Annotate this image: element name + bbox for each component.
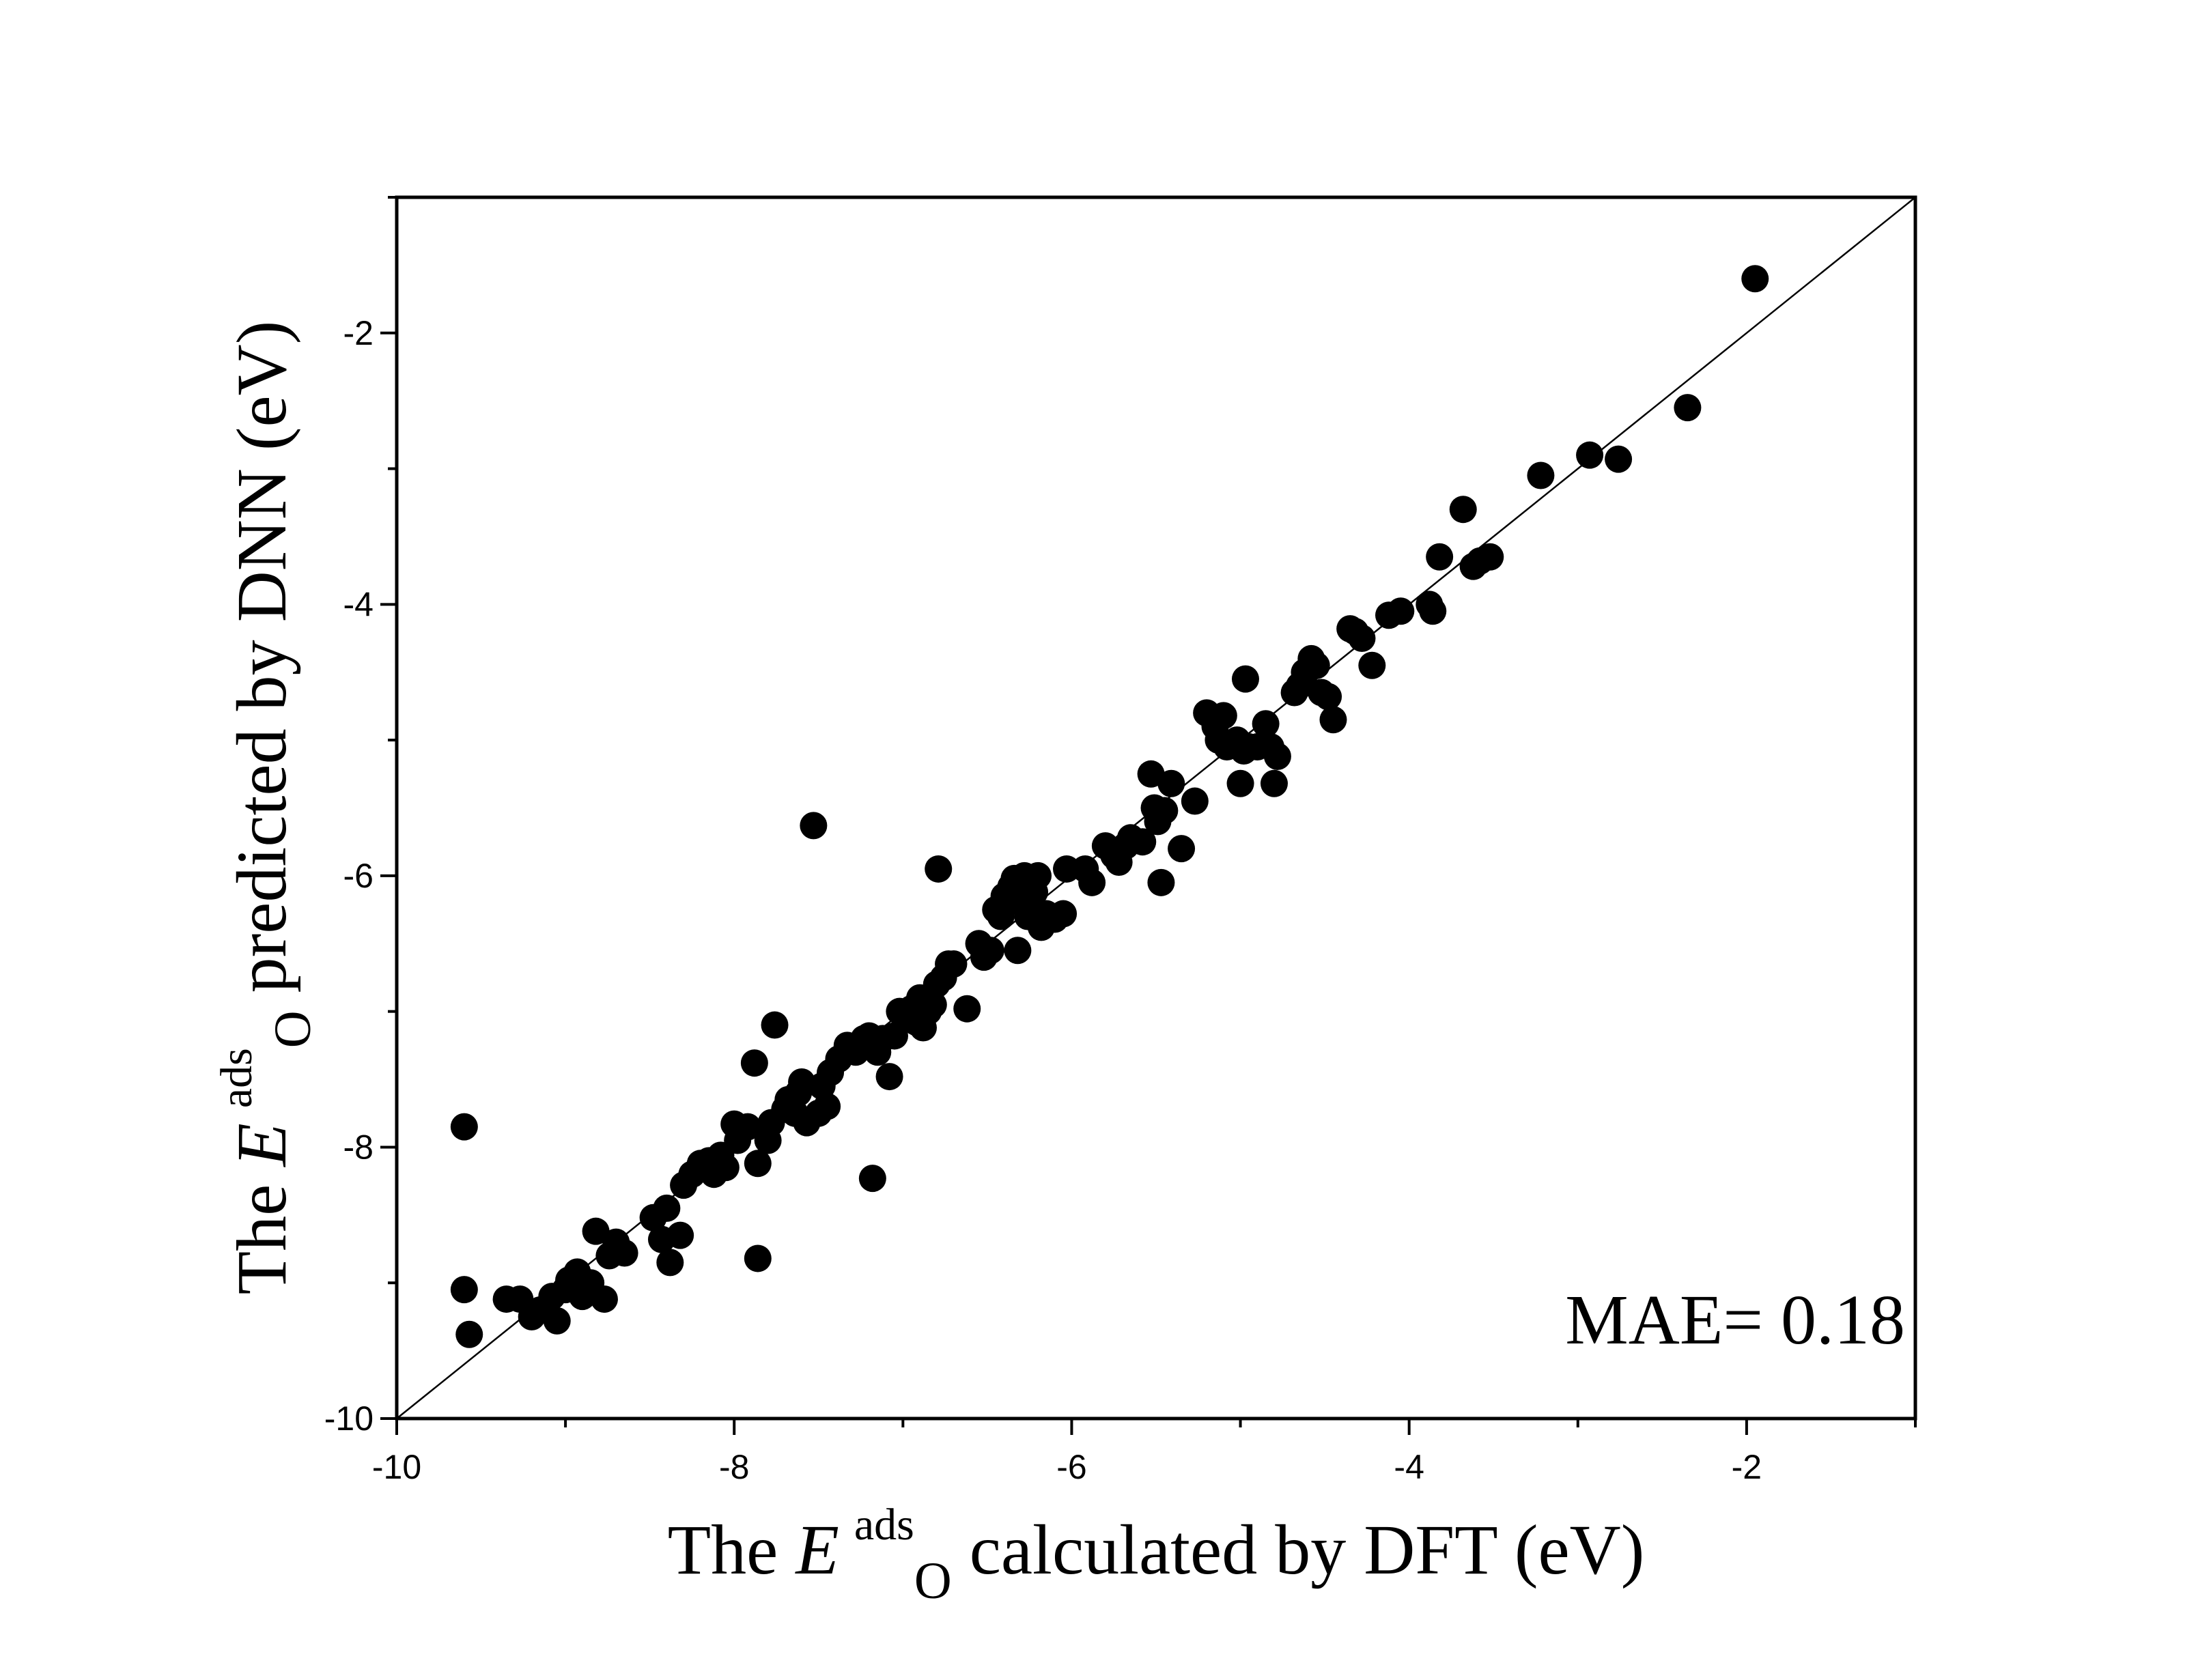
data-point — [1314, 683, 1342, 711]
data-points — [450, 265, 1769, 1348]
data-point — [1527, 461, 1555, 489]
y-axis-title-superscript: ads — [212, 1048, 262, 1108]
data-point — [1348, 625, 1376, 653]
mae-annotation: MAE= 0.18 — [1565, 1281, 1905, 1359]
data-point — [455, 1320, 483, 1348]
data-point — [1319, 706, 1347, 734]
y-axis-title-suffix: predicted by DNN (eV) — [223, 321, 301, 1011]
data-point — [744, 1244, 772, 1272]
data-point — [940, 950, 968, 978]
data-point — [1449, 496, 1477, 524]
data-point — [1419, 597, 1447, 625]
y-tick-label: -6 — [343, 857, 374, 895]
data-point — [1181, 787, 1209, 815]
data-point — [1137, 760, 1165, 788]
axis-ticks: -10 -8 -6 -4 -2 -10 -8 -6 -4 -2 — [324, 196, 1917, 1486]
data-point — [656, 1249, 684, 1277]
data-point — [1050, 900, 1078, 928]
data-point — [653, 1194, 681, 1222]
data-point — [543, 1307, 571, 1335]
data-point — [1231, 665, 1259, 693]
y-tick-label: -10 — [324, 1399, 374, 1438]
data-point — [788, 1068, 816, 1096]
data-point — [450, 1113, 478, 1141]
data-point — [744, 1150, 772, 1178]
data-point — [666, 1221, 694, 1249]
y-axis-title: The EadsO predicted by DNN (eV) — [212, 321, 322, 1295]
data-point — [1147, 868, 1175, 896]
data-point — [800, 812, 828, 840]
y-tick-label: -2 — [343, 314, 374, 352]
data-point — [925, 855, 953, 883]
data-point — [733, 1113, 761, 1141]
data-point — [813, 1092, 841, 1120]
data-point — [1151, 797, 1179, 825]
data-point — [976, 937, 1004, 965]
data-point — [1674, 394, 1702, 422]
data-point — [1476, 543, 1504, 571]
y-axis-title-subscript: O — [264, 1010, 322, 1048]
data-point — [761, 1011, 789, 1039]
y-tick-label: -8 — [343, 1128, 374, 1166]
data-point — [1260, 769, 1288, 797]
x-axis-title-suffix: calculated by DFT (eV) — [952, 1511, 1645, 1589]
data-point — [919, 991, 947, 1019]
data-point — [1209, 702, 1237, 730]
data-point — [875, 1063, 903, 1091]
data-point — [610, 1239, 638, 1267]
data-point — [712, 1154, 740, 1182]
y-axis-title-symbol: E — [223, 1123, 301, 1168]
data-point — [1302, 651, 1330, 679]
data-point — [1226, 769, 1254, 797]
x-tick-label: -6 — [1056, 1448, 1086, 1486]
data-point — [1004, 937, 1032, 965]
x-tick-label: -8 — [719, 1448, 749, 1486]
y-tick-label: -4 — [343, 585, 374, 623]
x-axis-title-subscript: O — [914, 1552, 952, 1610]
data-point — [1426, 543, 1454, 571]
y-axis-title-prefix: The — [223, 1167, 301, 1295]
data-point — [1263, 742, 1291, 770]
data-point — [1168, 835, 1196, 863]
data-point — [1252, 710, 1280, 738]
x-axis-title-prefix: The — [668, 1511, 796, 1589]
data-point — [1129, 828, 1157, 856]
data-point — [1605, 445, 1633, 473]
x-axis-title-superscript: ads — [854, 1500, 914, 1550]
data-point — [1157, 769, 1185, 797]
data-point — [953, 995, 981, 1023]
data-point — [1576, 441, 1604, 469]
data-point — [1358, 651, 1386, 679]
data-point — [450, 1276, 478, 1304]
x-tick-label: -2 — [1732, 1448, 1762, 1486]
data-point — [1387, 597, 1415, 625]
data-point — [582, 1217, 610, 1245]
plot-frame — [395, 195, 1917, 1421]
x-axis-title-symbol: E — [794, 1511, 839, 1589]
data-point — [740, 1049, 768, 1077]
data-point — [1741, 265, 1769, 293]
data-point — [1078, 868, 1106, 896]
data-point — [1024, 862, 1052, 889]
data-point — [590, 1285, 618, 1313]
data-point — [858, 1165, 886, 1193]
x-tick-label: -4 — [1394, 1448, 1424, 1486]
x-tick-label: -10 — [372, 1448, 421, 1486]
